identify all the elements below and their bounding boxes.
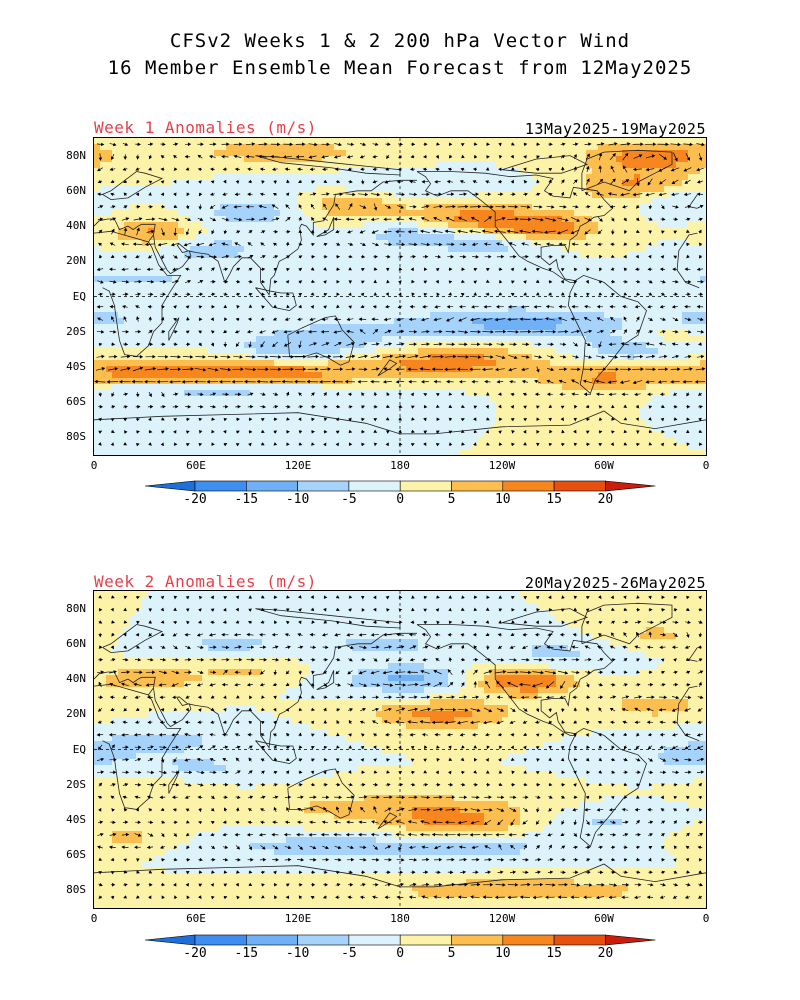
lat-tick-label: 20N [66,707,86,721]
colorbar-bin [297,934,350,946]
panel2-dates: 20May2025-26May2025 [524,574,706,592]
colorbar-bin [451,934,504,946]
colorbar-low-arrow [144,480,196,492]
colorbar-tick-label: -5 [341,492,357,507]
colorbar-tick-label: 5 [447,946,456,961]
colorbar-tick-label: -10 [285,492,310,507]
colorbar-tick-label: -20 [183,946,207,961]
lat-tick-label: 80N [66,601,86,615]
colorbar-bin [502,480,555,492]
colorbar-bin [451,480,504,492]
lon-tick-label: 0 [90,912,98,925]
lon-tick-label: 60W [594,459,614,472]
colorbar-tick-label: 0 [396,946,405,961]
anomaly-shading [94,138,706,455]
chart-title-line1: CFSv2 Weeks 1 & 2 200 hPa Vector Wind [169,30,631,52]
lon-tick-label: 120E [284,912,312,925]
colorbar-bin [246,934,298,946]
lon-tick-label: 0 [702,459,710,472]
colorbar-low-arrow [144,934,196,946]
colorbar-tick-label: 20 [597,492,614,507]
colorbar-bin [246,480,298,492]
coastlines [94,149,706,435]
panel1-map [93,137,707,456]
colorbar-tick-label: -20 [183,492,207,507]
colorbar-tick-label: 20 [597,946,614,961]
colorbar-bin [297,480,350,492]
reference-lines [94,138,706,455]
lon-tick-label: 120W [488,912,516,925]
colorbar-tick-label: -15 [234,492,259,507]
colorbar-bin [502,934,555,946]
lon-tick-label: 60E [186,912,206,925]
wind-vectors [96,595,705,900]
colorbar-tick-label: -5 [341,946,357,961]
colorbar-tick-label: -15 [234,946,259,961]
lon-tick-label: 0 [90,459,98,472]
colorbar-bin [194,934,247,946]
lon-tick-label: 0 [702,912,710,925]
colorbar-bin [194,480,247,492]
colorbar-tick-label: 15 [546,946,562,961]
colorbar-tick-label: 10 [494,492,511,507]
colorbar-bin [399,480,452,492]
lon-tick-label: 60W [594,912,614,925]
colorbar-bin [348,934,401,946]
lat-tick-label: 40N [66,219,86,233]
lat-tick-label: 40S [66,812,86,826]
lon-tick-label: 180 [390,912,410,925]
colorbar-1: -20 -15 -10 -5 0 5 10 15 20 [0,476,800,516]
lat-tick-label: 80S [66,883,86,897]
lat-tick-label: EQ [72,742,86,756]
lon-tick-label: 60E [186,459,206,472]
colorbar-tick-label: -10 [285,946,310,961]
lat-tick-label: 80N [66,148,86,162]
lon-tick-label: 180 [390,459,410,472]
panel1-label: Week 1 Anomalies (m/s) [94,118,317,137]
lat-tick-label: 60N [66,636,86,650]
reference-lines [94,591,706,908]
lat-tick-label: EQ [72,289,86,303]
lat-tick-label: 60S [66,395,86,409]
colorbar-bin [399,934,452,946]
panel2-map [93,590,707,909]
colorbar-bin [553,934,606,946]
colorbar-bin [348,480,401,492]
colorbar-high-arrow [605,934,656,946]
lon-tick-label: 120E [284,459,312,472]
lat-tick-label: 20S [66,324,86,338]
lat-tick-label: 20N [66,254,86,268]
colorbar-tick-label: 5 [447,492,456,507]
lat-tick-label: 60N [66,183,86,197]
colorbar-tick-label: 15 [546,492,562,507]
lat-tick-label: 60S [66,848,86,862]
chart-title-line2: 16 Member Ensemble Mean Forecast from 12… [107,57,693,79]
lat-tick-label: 20S [66,777,86,791]
colorbar-tick-label: 0 [396,492,405,507]
panel1-dates: 13May2025-19May2025 [524,120,706,138]
colorbar-bin [553,480,606,492]
colorbar-high-arrow [605,480,656,492]
lat-tick-label: 80S [66,430,86,444]
lat-tick-label: 40N [66,672,86,686]
wind-vectors [94,142,706,447]
colorbar-2: -20 -15 -10 -5 0 5 10 15 20 [0,930,800,970]
panel2-label: Week 2 Anomalies (m/s) [94,572,317,591]
colorbar-tick-label: 10 [494,946,511,961]
lat-tick-label: 40S [66,359,86,373]
lon-tick-label: 120W [488,459,516,472]
